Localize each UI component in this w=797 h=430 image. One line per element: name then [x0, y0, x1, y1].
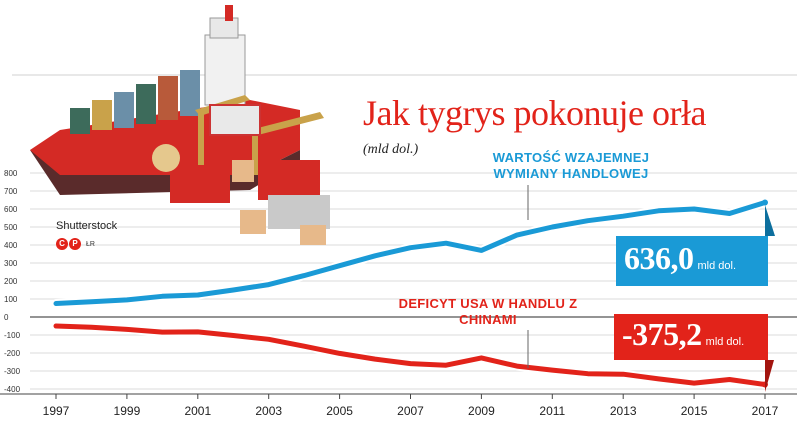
trade-value-callout: 636,0 mld dol. [616, 236, 768, 286]
trade-value-line [53, 200, 768, 306]
y-tick-label: 100 [4, 295, 18, 304]
y-tick-label: 300 [4, 259, 18, 268]
x-tick-label: 1997 [43, 404, 70, 418]
y-tick-label: 600 [4, 205, 18, 214]
y-tick-label: 500 [4, 223, 18, 232]
x-tick-label: 2015 [681, 404, 708, 418]
x-tick-label: 2009 [468, 404, 495, 418]
x-tick-label: 2007 [397, 404, 424, 418]
y-tick-label: -400 [4, 385, 21, 394]
axis-labels: 800 700 600 500 400 300 200 100 0 -100 -200 -300 -40… [0, 169, 797, 418]
logo-c-icon: C [56, 238, 68, 250]
photo-credit: Shutterstock [56, 220, 118, 232]
series-layer [51, 198, 775, 392]
trade-callout-wedge [765, 205, 775, 236]
deficit-line [53, 323, 768, 387]
trade-unit: mld dol. [697, 260, 737, 272]
x-tick-label: 1999 [114, 404, 141, 418]
y-tick-label: 700 [4, 187, 18, 196]
x-tick-label: 2017 [752, 404, 779, 418]
cargo-ship-illustration [30, 5, 330, 245]
y-tick-label: 400 [4, 241, 18, 250]
chart-subtitle: (mld dol.) [363, 142, 419, 157]
trade-series-label: WARTOŚĆ WZAJEMNEJ WYMIANY HANDLOWEJ [492, 150, 650, 181]
y-tick-label: 200 [4, 277, 18, 286]
x-tick-label: 2001 [184, 404, 211, 418]
x-tick-label: 2013 [610, 404, 637, 418]
x-tick-label: 2011 [539, 404, 565, 418]
logo-p-icon: P [69, 238, 81, 250]
chart-title: Jak tygrys pokonuje orła [363, 93, 706, 133]
deficit-value-callout: -375,2 mld dol. [614, 314, 768, 360]
y-tick-label: 0 [4, 313, 9, 322]
deficit-series-label: DEFICYT USA W HANDLU Z CHINAMI [398, 296, 578, 327]
deficit-value: -375,2 [622, 316, 702, 352]
y-tick-label: -100 [4, 331, 21, 340]
deficit-callout-wedge [765, 360, 774, 392]
logo-initials: ŁR [86, 240, 95, 248]
y-tick-label: 800 [4, 169, 18, 178]
x-tick-label: 2003 [255, 404, 282, 418]
series-end-point [762, 199, 768, 206]
y-tick-label: -200 [4, 349, 21, 358]
y-tick-label: -300 [4, 367, 21, 376]
deficit-unit: mld dol. [705, 336, 745, 348]
x-tick-label: 2005 [326, 404, 353, 418]
trade-value: 636,0 [624, 240, 694, 276]
